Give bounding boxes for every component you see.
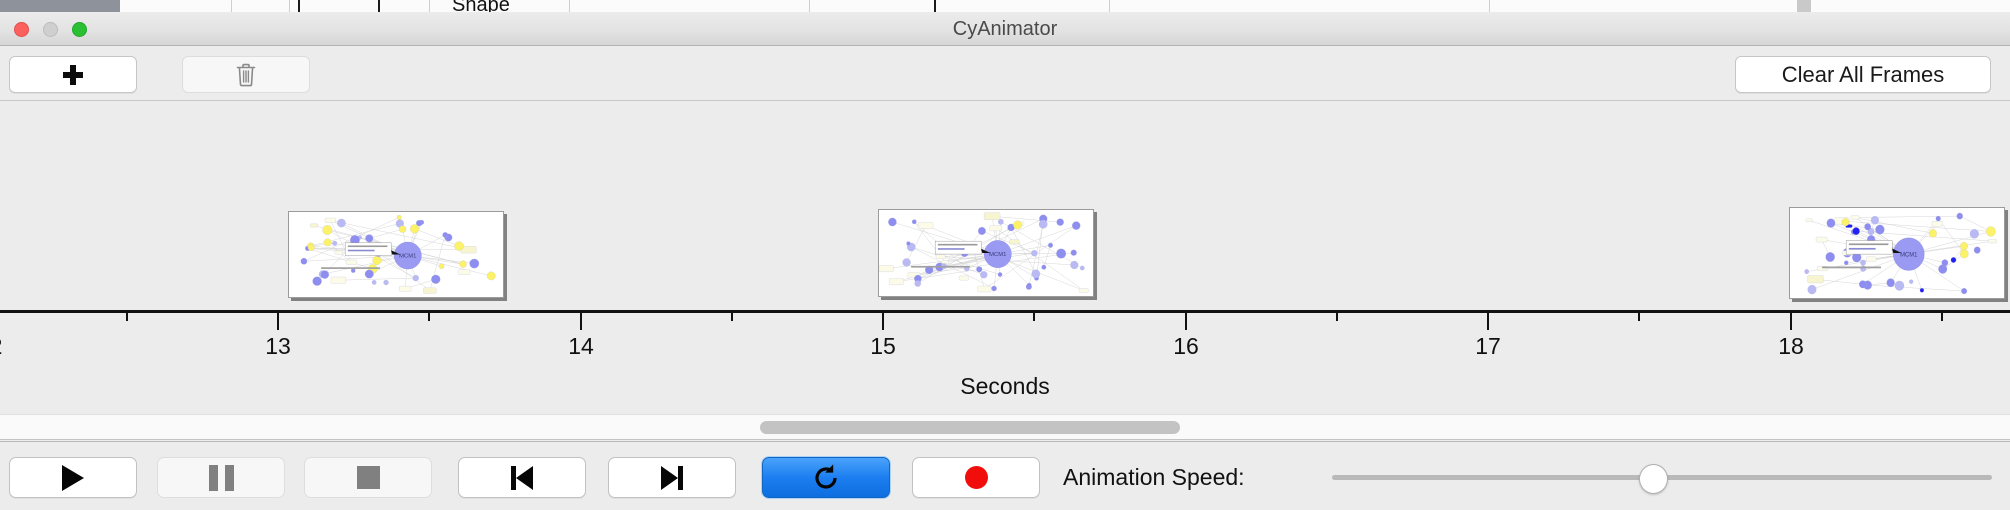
add-frame-button[interactable] <box>9 56 137 93</box>
plus-icon <box>62 64 84 86</box>
ruler-tick-major <box>882 310 884 330</box>
play-icon <box>62 464 84 491</box>
ruler-tick-label: 2 <box>0 333 2 360</box>
background-window-cell <box>1110 0 1490 13</box>
background-window-cell <box>430 0 570 13</box>
svg-text:MCM1: MCM1 <box>399 254 416 260</box>
frame-thumbnail-graph: MCM1 <box>879 210 1093 296</box>
loop-button[interactable] <box>762 457 890 498</box>
window-title: CyAnimator <box>952 18 1058 40</box>
ruler-tick-major <box>1185 310 1187 330</box>
close-button[interactable] <box>14 22 29 37</box>
pause-button[interactable] <box>157 457 285 498</box>
background-window-tick <box>298 0 300 13</box>
axis-title: Seconds <box>960 373 1050 399</box>
play-button[interactable] <box>9 457 137 498</box>
timeline-scrollbar[interactable] <box>0 414 2010 440</box>
timeline-frame[interactable]: MCM1 <box>1789 207 2005 299</box>
loop-icon <box>815 463 837 489</box>
background-window-titlebar <box>0 0 120 13</box>
animation-speed-label: Animation Speed: <box>1063 464 1245 490</box>
delete-frame-button[interactable] <box>182 56 310 93</box>
frame-thumbnail-graph: MCM1 <box>1790 208 2004 298</box>
scrollbar-thumb[interactable] <box>760 421 1180 434</box>
slider-thumb[interactable] <box>1639 464 1669 494</box>
pause-icon <box>208 464 234 491</box>
ruler-tick-label: 18 <box>1778 333 1804 359</box>
ruler-tick-major <box>277 310 279 330</box>
clear-all-frames-button[interactable]: Clear All Frames <box>1735 56 1991 93</box>
background-window-cell <box>120 0 232 13</box>
frame-thumbnail-graph: MCM1 <box>289 212 503 297</box>
record-button[interactable] <box>912 457 1040 498</box>
ruler-tick-label: 14 <box>568 333 594 359</box>
timeline-frame[interactable]: MCM1 <box>288 211 504 298</box>
skip-back-icon <box>511 465 533 490</box>
stop-icon <box>356 466 380 489</box>
animation-speed-slider[interactable] <box>1332 457 1992 498</box>
ruler-tick-minor <box>1336 310 1338 321</box>
background-window-corner <box>1797 0 1811 13</box>
skip-forward-button[interactable] <box>608 457 736 498</box>
ruler-tick-minor <box>428 310 430 321</box>
background-window-cell <box>810 0 1110 13</box>
background-window-cell <box>290 0 430 13</box>
ruler-tick-major <box>580 310 582 330</box>
background-window-tick <box>934 0 936 13</box>
toolbar: Clear All Frames <box>0 46 2010 101</box>
svg-text:MCM1: MCM1 <box>1900 252 1918 258</box>
ruler-tick-minor <box>1638 310 1640 321</box>
ruler-tick-minor <box>731 310 733 321</box>
background-window-cell <box>570 0 810 13</box>
background-window: Shape <box>0 0 2010 13</box>
background-window-cell <box>232 0 290 13</box>
skip-forward-icon <box>661 465 683 490</box>
ruler-tick-major <box>1487 310 1489 330</box>
title-bar: CyAnimator <box>0 12 2010 46</box>
trash-icon <box>236 63 256 86</box>
ruler-tick-label: 15 <box>870 333 896 359</box>
timeline-frame[interactable]: MCM1 <box>878 209 1094 297</box>
ruler-tick-label: 13 <box>265 333 291 359</box>
skip-back-button[interactable] <box>458 457 586 498</box>
ruler-tick-minor <box>1941 310 1943 321</box>
timeline-panel[interactable]: MCM1 MCM1 MCM1 2 13 14 15 16 17 18 Seconds <box>0 101 2010 413</box>
ruler-tick-major <box>1790 310 1792 330</box>
ruler-tick-label: 16 <box>1173 333 1199 359</box>
background-window-tick <box>378 0 380 13</box>
record-icon <box>964 466 988 489</box>
maximize-button[interactable] <box>72 22 87 37</box>
background-window-cell <box>1490 0 2010 13</box>
stop-button[interactable] <box>304 457 432 498</box>
background-window-label: Shape <box>452 0 510 13</box>
ruler-baseline <box>0 310 2010 313</box>
ruler-tick-label: 17 <box>1475 333 1501 359</box>
minimize-button[interactable] <box>43 22 58 37</box>
ruler-tick-minor <box>1033 310 1035 321</box>
ruler-tick-minor <box>126 310 128 321</box>
playback-control-bar: Animation Speed: <box>0 441 2010 510</box>
svg-text:MCM1: MCM1 <box>989 252 1006 258</box>
